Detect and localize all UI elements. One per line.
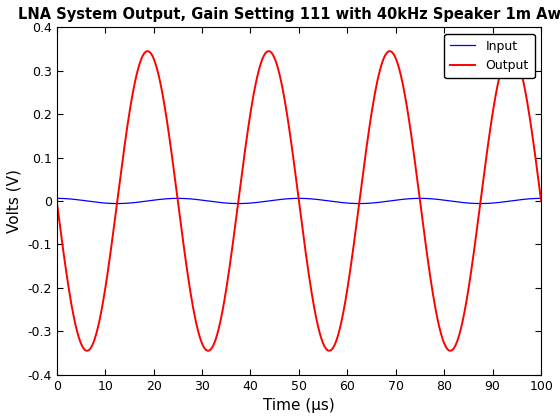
Output [73, 328, 80, 333]
Input [55, 196, 62, 201]
Output [53, 198, 60, 203]
Output [55, 215, 62, 220]
Output [538, 198, 544, 203]
Legend: Input, Output: Input, Output [444, 34, 535, 78]
Input [290, 196, 297, 201]
Input [512, 198, 519, 203]
Input [53, 196, 60, 201]
Output [83, 348, 90, 353]
Output [290, 158, 297, 163]
Input [114, 201, 120, 206]
Input [82, 198, 89, 203]
Line: Input: Input [57, 198, 541, 204]
Output [82, 348, 89, 353]
Output [507, 49, 514, 54]
Input [73, 197, 80, 202]
Output [148, 52, 155, 57]
Input [538, 196, 544, 201]
Line: Output: Output [57, 51, 541, 351]
Title: LNA System Output, Gain Setting 111 with 40kHz Speaker 1m Away: LNA System Output, Gain Setting 111 with… [18, 7, 560, 22]
Input [148, 198, 155, 203]
Output [512, 53, 519, 58]
Y-axis label: Volts (V): Volts (V) [7, 169, 22, 233]
X-axis label: Time (μs): Time (μs) [263, 398, 335, 413]
